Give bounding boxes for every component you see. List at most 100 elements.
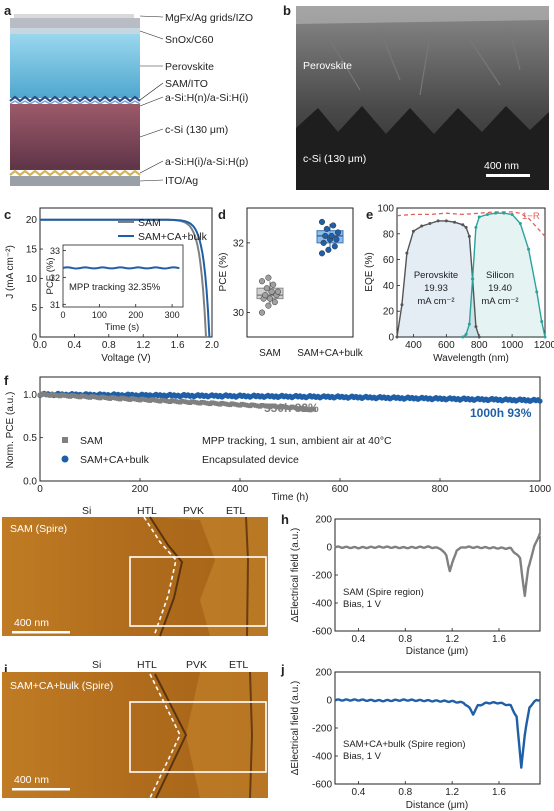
efield-h-ytick-label: -200	[312, 571, 332, 582]
jv-ytick-label: 20	[26, 215, 38, 226]
stability-legend-sam-marker	[62, 437, 68, 443]
afm-i-scalebar	[12, 788, 70, 791]
eqe-ytick-label: 40	[383, 281, 395, 292]
stability-xlabel: Time (h)	[272, 492, 309, 503]
afm-g-roi-box	[129, 556, 267, 627]
eqe-si-point	[464, 332, 468, 336]
panel-j-letter: j	[280, 662, 285, 677]
sem-top-surface	[296, 6, 549, 24]
eqe-pvk-unit: mA cm⁻²	[417, 296, 454, 307]
mpp-inset-ytick-label: 32	[50, 273, 60, 283]
afm-i-region-si: Si	[92, 659, 101, 671]
afm-g-scalebar	[12, 631, 70, 634]
efield-h-note1: SAM (Spire region)	[343, 587, 424, 598]
pce-ytick-label: 30	[233, 308, 245, 319]
afm-g-region-etl: ETL	[226, 505, 245, 517]
afm-i-title: SAM+CA+bulk (Spire)	[10, 680, 113, 692]
stack-layer-label: MgFx/Ag grids/IZO	[165, 12, 253, 24]
stack-leader-line	[139, 15, 164, 18]
jv-legend-sam: SAM	[138, 217, 161, 229]
pce-point	[274, 288, 282, 295]
eqe-pvk-name: Perovskite	[414, 270, 458, 281]
eqe-plot: 400 600 800 1000 1200 0 20 40 60 80 100	[377, 204, 554, 352]
mpp-inset-xtick-label: 100	[92, 310, 107, 320]
stability-ylabel: Norm. PCE (a.u.)	[5, 392, 16, 469]
eqe-xtick-label: 600	[438, 340, 455, 351]
ito-ag-layer	[10, 176, 140, 186]
afm-g-scalebar-label: 400 nm	[14, 617, 49, 629]
stack-layer-label: SAM/ITO	[165, 78, 208, 90]
eqe-si-point	[527, 247, 531, 251]
efield-h-ytick-label: 0	[326, 543, 332, 554]
mpp-inset-xtick-label: 200	[128, 310, 143, 320]
eqe-si-point	[518, 221, 522, 225]
eqe-pvk-point	[428, 221, 432, 225]
eqe-si-name: Silicon	[486, 270, 514, 281]
afm-i-region-etl: ETL	[229, 659, 248, 671]
pce-ytick-label: 32	[233, 238, 245, 249]
stability-plot: 0 200 400 600 800 1000 0.0 0.5 1.0	[23, 390, 551, 495]
pce-point	[334, 229, 342, 236]
efield-j-ytick-label: -600	[312, 780, 332, 791]
efield-h-ylabel: ΔElectrical field (a.u.)	[290, 528, 301, 623]
stability-annot-sam: 550h 82%	[264, 401, 319, 415]
eqe-si-point	[543, 335, 547, 339]
stability-ytick-label: 0.5	[23, 433, 37, 444]
afm-g-htl-boundary	[149, 516, 184, 637]
stability-legend-sam: SAM	[80, 435, 103, 447]
jv-xtick-label: 1.6	[171, 340, 185, 351]
efield-h-xtick-label: 0.8	[398, 634, 412, 645]
eqe-si-point	[502, 211, 506, 215]
sem-scalebar-label: 400 nm	[484, 160, 519, 172]
izo-layer	[10, 18, 140, 28]
stack-leader-line	[139, 96, 164, 107]
efield-j-ytick-label: -200	[312, 724, 332, 735]
panel-b: b Perovskite c-Si (130 μm) 400 nm	[283, 3, 549, 190]
stack-leader-line	[139, 128, 164, 138]
pce-point	[318, 250, 326, 257]
pce-point	[266, 295, 274, 302]
afm-g-etl-boundary	[245, 516, 250, 637]
mgf-layer	[14, 14, 134, 18]
sam-ito-zigzag	[9, 95, 141, 103]
jv-legend-ca: SAM+CA+bulk	[138, 231, 208, 243]
snox-layer	[10, 28, 140, 34]
stack-leader-line	[139, 179, 164, 182]
panel-e-letter: e	[366, 207, 373, 222]
stack-leader-line	[139, 30, 164, 40]
eqe-1r-label: 1−R	[522, 211, 540, 222]
afm-g-region-htl: HTL	[137, 505, 157, 517]
panel-c: c 0.0 0.4 0.8 1.2 1.6 2.0 0 5 10 15 20 SAM SAM+CA+…	[4, 207, 219, 364]
eqe-ytick-label: 20	[383, 307, 395, 318]
efield-j-ytick-label: -400	[312, 752, 332, 763]
panel-a: a MgFx/Ag grids/IZO SnOx/C60 Perovskite SAM…	[4, 3, 253, 187]
sem-scalebar	[486, 174, 530, 177]
afm-i-etl-boundary	[249, 671, 254, 799]
eqe-si-point	[471, 277, 475, 281]
eqe-xtick-label: 1200	[534, 340, 554, 351]
mpp-inset-xtick-label: 300	[165, 310, 180, 320]
eqe-si-point	[510, 212, 514, 216]
pce-point	[325, 246, 332, 253]
stability-legend-ca: SAM+CA+bulk	[80, 454, 150, 466]
panel-h: h 0.4 0.8 1.2 1.6 200 0 -200 -400 -600 SAM (Spir…	[281, 512, 542, 657]
jv-frame	[39, 207, 213, 338]
afm-i-htl-boundary	[154, 673, 188, 799]
efield-h-plot: 0.4 0.8 1.2 1.6 200 0 -200 -400 -600	[312, 515, 542, 645]
stability-xtick-label: 800	[432, 484, 449, 495]
eqe-si-point	[467, 322, 471, 326]
eqe-si-point	[535, 290, 539, 294]
stability-xtick-label: 0	[37, 484, 43, 495]
eqe-pvk-point	[444, 219, 448, 223]
afm-i-region-pvk: PVK	[186, 659, 207, 671]
pce-point	[323, 225, 330, 232]
eqe-ytick-label: 80	[383, 229, 395, 240]
pce-point	[318, 218, 326, 225]
eqe-ylabel: EQE (%)	[364, 252, 375, 291]
efield-h-xtick-label: 1.2	[445, 634, 459, 645]
eqe-si-value: 19.40	[488, 283, 512, 294]
pce-point	[328, 232, 335, 239]
pce-point	[265, 302, 272, 309]
efield-h-xtick-label: 0.4	[351, 634, 365, 645]
